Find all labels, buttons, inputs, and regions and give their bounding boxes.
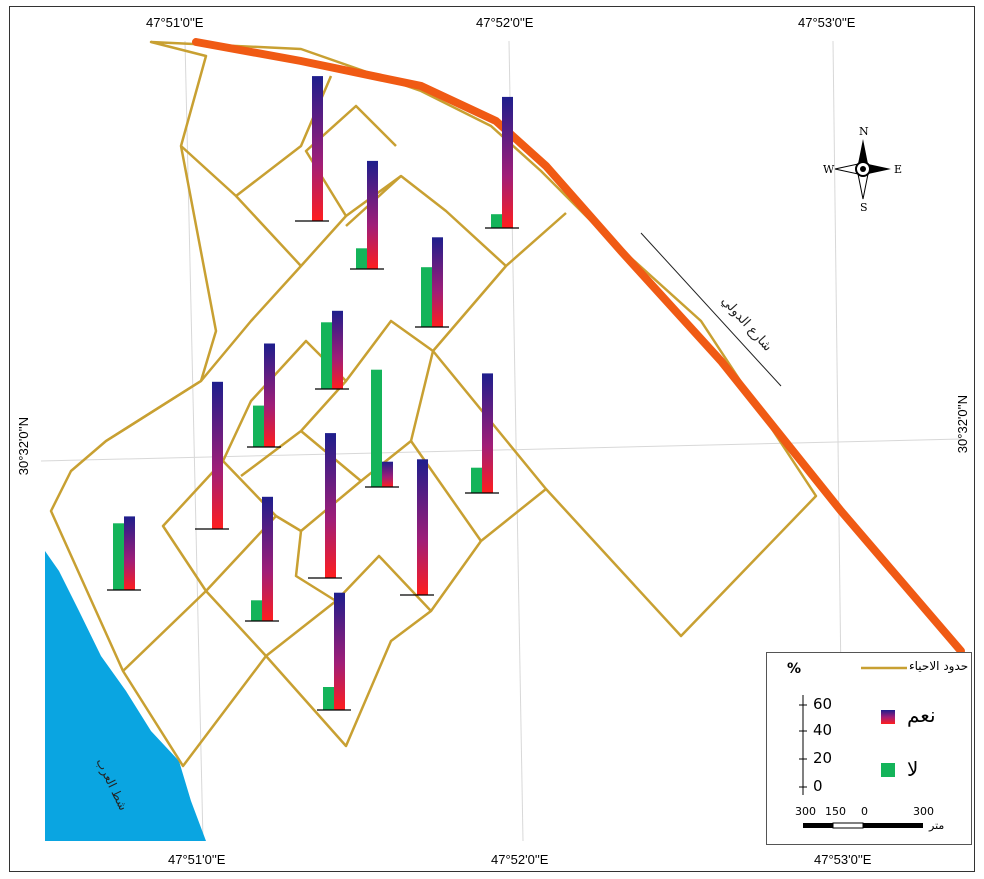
bar-yes-7 <box>212 381 223 529</box>
distance-unit: متر <box>929 819 945 832</box>
scale-tick-0: 0 <box>813 777 823 795</box>
boundary-legend-label: حدود الاحياء <box>909 659 969 673</box>
bar-no-3 <box>421 267 432 327</box>
compass-w: W <box>823 163 835 176</box>
bar-yes-10 <box>124 516 135 590</box>
coord-top-1: 47°51'0''E <box>146 15 204 30</box>
coord-right: 30°32'0''N <box>955 395 970 454</box>
compass-n: N <box>859 125 869 138</box>
bar-no-8 <box>371 369 382 487</box>
bar-group-5 <box>315 310 349 390</box>
boundary-legend-line-icon <box>861 666 907 670</box>
yes-label: نعم <box>907 703 936 727</box>
legend-scale-axis <box>799 695 807 795</box>
coord-bottom-1: 47°51'0''E <box>168 852 226 867</box>
no-swatch-icon <box>881 763 895 777</box>
road-label: شارع الدولي <box>640 232 782 387</box>
bar-no-5 <box>321 322 332 389</box>
neighborhood-bar-charts <box>107 76 519 711</box>
bar-no-4 <box>491 214 502 228</box>
compass-e: E <box>894 163 902 176</box>
bar-yes-9 <box>482 373 493 493</box>
distance-tick-2: 150 <box>825 805 846 818</box>
coord-top-3: 47°53'0''E <box>798 15 856 30</box>
compass-s: S <box>860 201 868 214</box>
bar-group-14 <box>317 592 351 711</box>
bar-group-2 <box>350 160 384 270</box>
bar-yes-1 <box>312 76 323 221</box>
bar-group-12 <box>245 496 279 622</box>
scale-tick-20: 20 <box>813 749 833 767</box>
distance-tick-1: 300 <box>795 805 816 818</box>
road-label-text: شارع الدولي <box>718 294 775 355</box>
percent-symbol: % <box>787 661 802 677</box>
map-canvas[interactable]: شارع الدولي شط العرب N S W E <box>10 7 976 873</box>
bar-yes-5 <box>332 310 343 389</box>
bar-yes-4 <box>502 96 513 229</box>
bar-no-2 <box>356 248 367 269</box>
distance-tick-3: 0 <box>861 805 868 818</box>
coord-bottom-3: 47°53'0''E <box>814 852 872 867</box>
distance-tick-4: 300 <box>913 805 934 818</box>
bar-no-12 <box>251 600 262 621</box>
distance-scale-bar <box>803 822 923 829</box>
legend: حدود الاحياء % 60 40 20 0 نعم لا 300 150… <box>766 652 972 845</box>
bar-yes-3 <box>432 237 443 327</box>
bar-group-7 <box>195 381 229 530</box>
north-arrow-icon: N S W E <box>823 125 902 214</box>
river-shatt-al-arab <box>45 551 206 841</box>
coord-bottom-2: 47°52'0''E <box>491 852 549 867</box>
road-highway <box>192 38 965 655</box>
scale-tick-40: 40 <box>813 721 833 739</box>
bar-group-4 <box>485 96 519 229</box>
coord-left: 30°32'0''N <box>16 417 31 476</box>
coord-top-2: 47°52'0''E <box>476 15 534 30</box>
map-frame: شارع الدولي شط العرب N S W E 47°51'0''E … <box>9 6 975 872</box>
bar-yes-8 <box>382 461 393 487</box>
neighborhood-boundaries <box>49 40 818 768</box>
bar-no-6 <box>253 405 264 447</box>
bar-group-6 <box>247 343 281 448</box>
no-label: لا <box>907 757 919 781</box>
bar-yes-12 <box>262 496 273 621</box>
bar-no-14 <box>323 687 334 710</box>
bar-group-8 <box>365 369 399 488</box>
bar-group-10 <box>107 516 141 591</box>
bar-group-1 <box>295 76 329 222</box>
bar-group-11 <box>308 433 342 579</box>
bar-group-13 <box>400 459 434 596</box>
bar-yes-14 <box>334 592 345 710</box>
bar-yes-6 <box>264 343 275 447</box>
bar-yes-13 <box>417 459 428 595</box>
bar-group-3 <box>415 237 449 328</box>
bar-no-9 <box>471 467 482 493</box>
bar-group-9 <box>465 373 499 494</box>
yes-swatch-icon <box>881 710 895 724</box>
bar-yes-2 <box>367 160 378 269</box>
bar-no-10 <box>113 523 124 590</box>
bar-yes-11 <box>325 433 336 578</box>
scale-tick-60: 60 <box>813 695 833 713</box>
